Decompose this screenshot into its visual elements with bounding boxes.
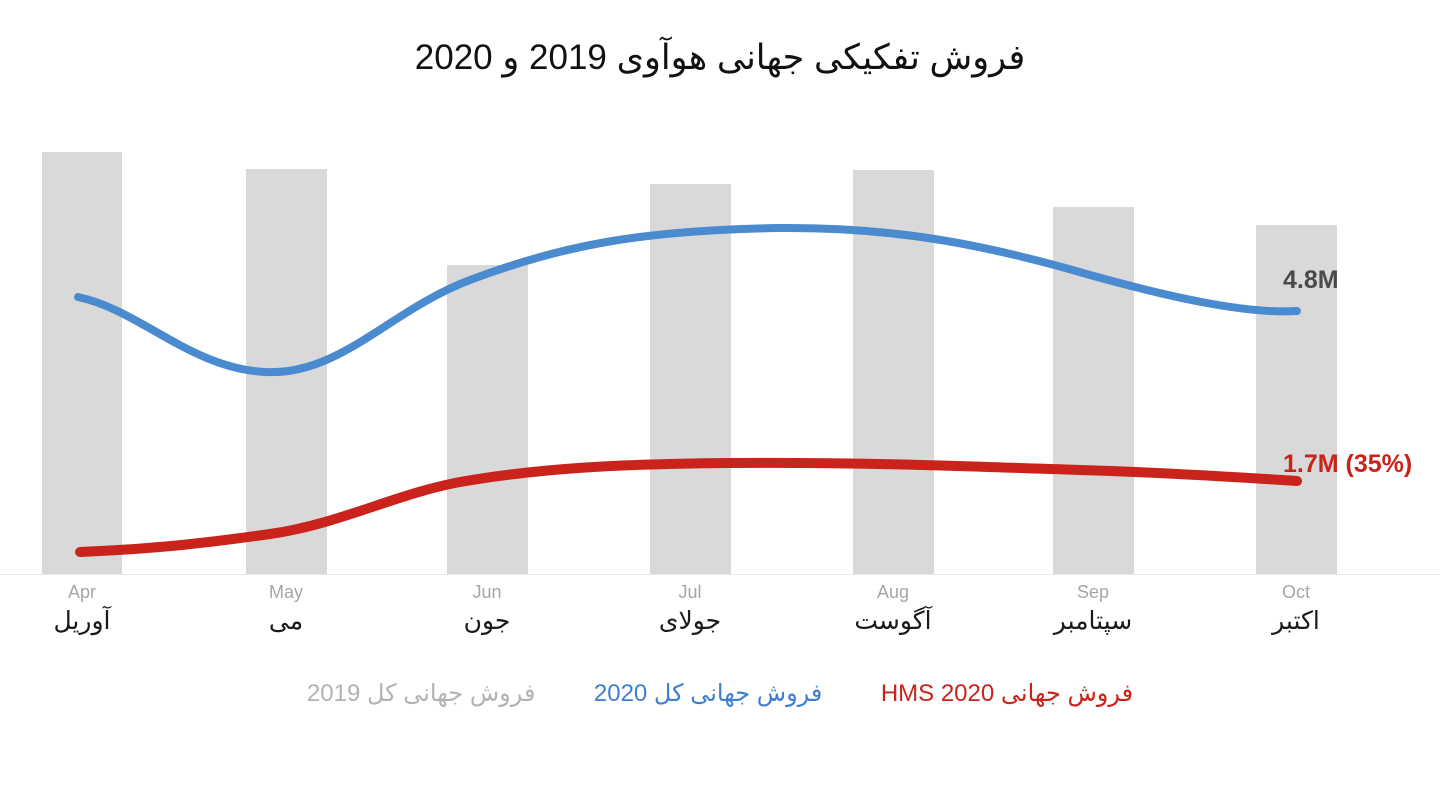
x-tick-oct: Oct اکتبر — [1196, 580, 1396, 638]
line-hms-2020 — [75, 457, 1302, 557]
x-tick-jun-en: Jun — [472, 582, 502, 602]
data-label-hms-2020: 1.7M (35%) — [1283, 450, 1413, 478]
x-tick-may-fa: می — [268, 607, 304, 635]
x-tick-sep-en: Sep — [1076, 582, 1110, 602]
line-series-layer — [74, 223, 1302, 557]
x-tick-aug-en: Aug — [876, 582, 910, 602]
page-title: فروش تفکیکی جهانی هوآوی 2019 و 2020 — [414, 38, 1026, 77]
x-tick-apr-fa: آوریل — [53, 607, 111, 635]
line-total-2020 — [74, 223, 1301, 377]
bar-jun — [447, 265, 528, 575]
x-tick-jul-fa: جولای — [658, 607, 722, 635]
x-tick-aug: Aug آگوست — [793, 580, 993, 638]
x-tick-oct-fa: اکتبر — [1272, 607, 1320, 635]
bar-jul — [650, 184, 731, 575]
bar-apr — [42, 152, 122, 575]
bar-oct — [1256, 225, 1337, 575]
x-tick-aug-fa: آگوست — [854, 607, 932, 635]
x-tick-jun: Jun جون — [387, 580, 587, 638]
x-tick-sep-fa: سپتامبر — [1053, 607, 1133, 635]
bars-series-total-2019 — [0, 120, 1440, 575]
chart-legend: فروش جهانی HMS 2020 فروش جهانی کل 2020 ف… — [0, 672, 1440, 716]
x-tick-jul-en: Jul — [678, 582, 702, 602]
legend-item-total-2020[interactable]: فروش جهانی کل 2020 — [593, 680, 823, 707]
axis-baseline — [0, 574, 1440, 575]
x-axis: Apr آوریل May می Jun جون Jul جولای Aug آ… — [0, 580, 1440, 650]
x-tick-apr: Apr آوریل — [0, 580, 182, 638]
x-tick-sep: Sep سپتامبر — [993, 580, 1193, 638]
legend-item-hms-2020[interactable]: فروش جهانی HMS 2020 — [880, 680, 1134, 707]
data-label-total-2020: 4.8M — [1283, 266, 1339, 294]
x-tick-may-en: May — [268, 582, 303, 602]
x-tick-jun-fa: جون — [463, 607, 511, 635]
plot-area — [0, 120, 1440, 575]
legend-item-total-2019[interactable]: فروش جهانی کل 2019 — [306, 680, 536, 707]
x-tick-jul: Jul جولای — [590, 580, 790, 638]
x-tick-may: May می — [186, 580, 386, 638]
x-tick-oct-en: Oct — [1281, 582, 1310, 602]
x-tick-apr-en: Apr — [67, 582, 96, 602]
